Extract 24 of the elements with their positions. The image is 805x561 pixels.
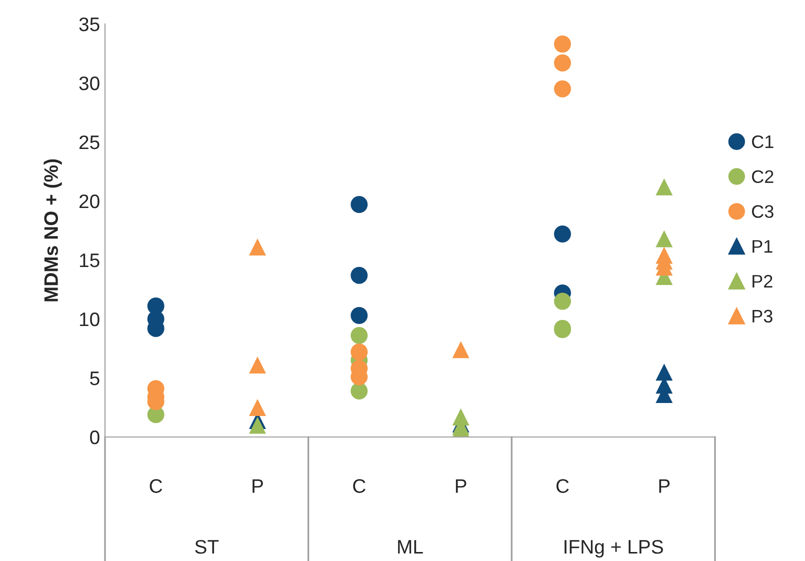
legend-label: C3 (752, 205, 774, 218)
x-tick-label: C (556, 479, 569, 493)
x-tick-label: P (252, 479, 263, 493)
legend-label: C2 (752, 170, 774, 184)
y-tick-label: 20 (79, 194, 100, 208)
x-tick-label: P (456, 479, 466, 493)
y-tick-label: 35 (79, 17, 100, 32)
y-axis-title: MDMs NO + (%) (44, 159, 62, 302)
y-tick-label: 25 (79, 135, 100, 150)
legend-label: P2 (752, 274, 772, 288)
y-tick-label: 15 (80, 254, 100, 268)
y-tick-label: 30 (79, 76, 100, 90)
y-tick-label: 5 (90, 372, 100, 386)
legend-label: C1 (752, 135, 774, 148)
text: ST (195, 540, 219, 554)
legend-label: P1 (752, 240, 772, 253)
text: IFNg + LPS (564, 540, 663, 558)
x-tick-label: C (353, 479, 366, 493)
y-tick-label: 0 (90, 430, 100, 444)
text: ML (398, 540, 423, 554)
x-tick-label: P (659, 479, 670, 493)
x-tick-label: C (150, 479, 162, 493)
legend-label: P3 (752, 310, 772, 323)
y-tick-label: 10 (80, 312, 100, 326)
